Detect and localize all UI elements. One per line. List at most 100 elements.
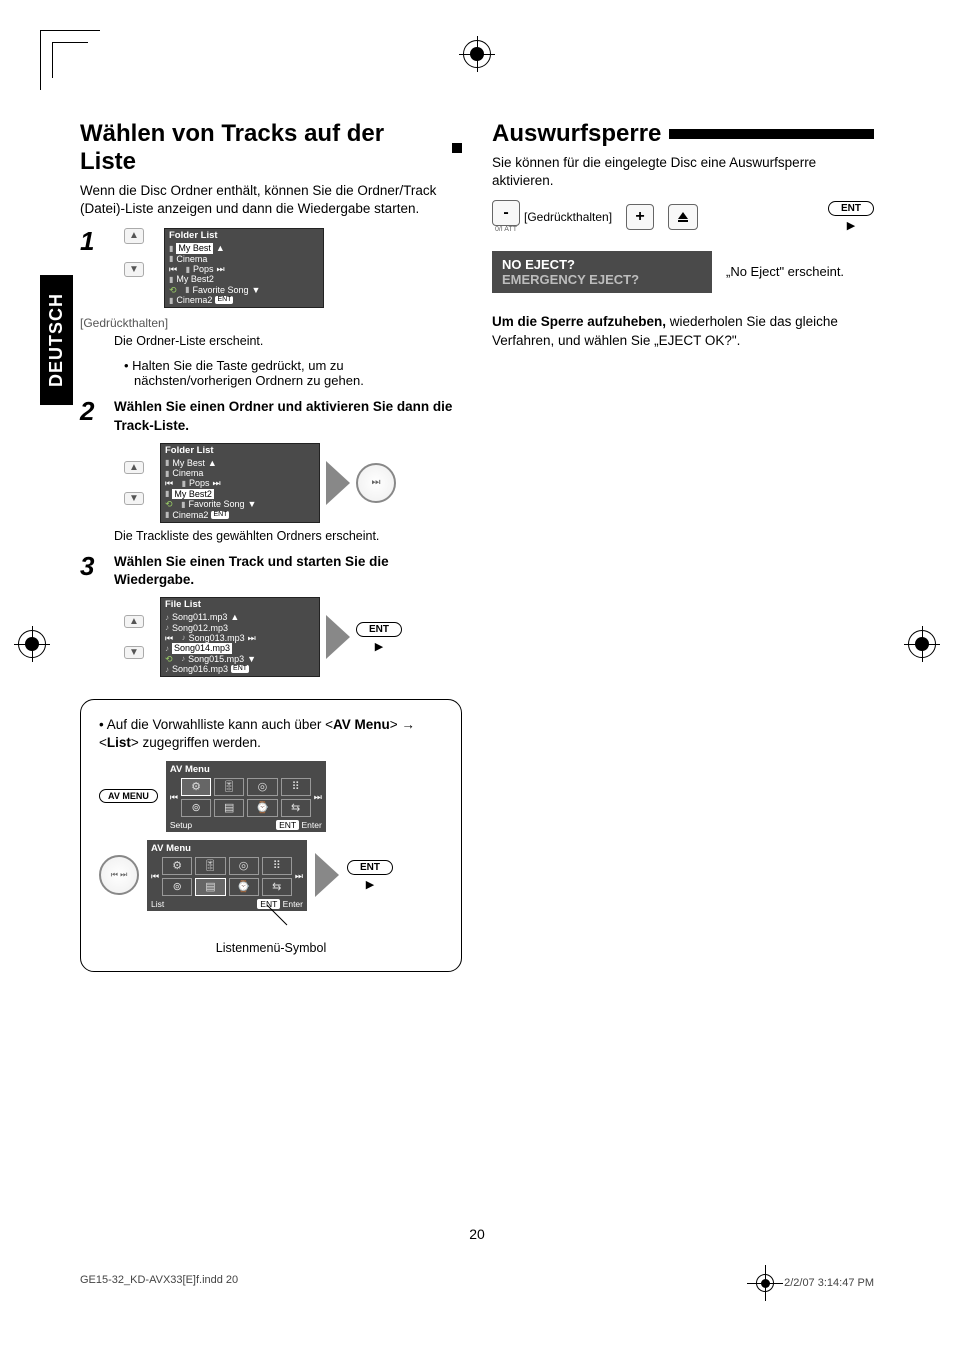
minus-button[interactable]: - 0/I ATT [492,200,520,233]
folder-item: My Best [172,458,205,468]
step1-bullet: • Halten Sie die Taste gedrückt, um zu n… [124,358,462,388]
av-cell: 🎚 [214,778,244,796]
eject-controls: - 0/I ATT [Gedrückthalten] + ENT ▶ [492,200,874,233]
file-item: Song013.mp3 [189,633,245,643]
av-menu-row-2: ⏮ ⏭ AV Menu ⏮ ⚙ 🎚 ◎ ⠿ ⊚ ▤ [99,840,443,911]
step2-caption: Die Trackliste des gewählten Ordners ers… [114,529,462,543]
minus-sublabel: 0/I ATT [492,226,520,233]
step-3-text: Wählen Sie einen Track und starten Sie d… [114,553,462,589]
av-foot-label: List [151,899,164,909]
folder-item: Cinema [176,254,207,264]
box-bullet: • Auf die Vorwahlliste kann auch über <A… [99,716,443,752]
listmenu-caption: Listenmenü-Symbol [99,941,443,955]
left-column: Wählen von Tracks auf der Liste Wenn die… [80,120,462,972]
right-intro: Sie können für die eingelegte Disc eine … [492,154,874,190]
step-2-num: 2 [80,398,106,424]
av-enter-label: Enter [302,820,322,830]
play-icon: ▶ [375,640,383,653]
file-item: Song012.mp3 [172,623,228,633]
left-intro: Wenn die Disc Ordner enthält, können Sie… [80,182,462,218]
av-menu-row-1: AV MENU AV Menu ⏮ ⚙ 🎚 ◎ ⠿ ⊚ ▤ [99,761,443,832]
up-arrow-icon[interactable]: ▲ [124,461,144,474]
av-cell: ⌚ [229,878,259,896]
folder-list-screen-1: Folder List ▮My Best▲ ▮Cinema ⏮ ▮Pops⏭ ▮… [164,228,324,308]
arrow-right-icon [326,461,350,505]
av-screen-setup: AV Menu ⏮ ⚙ 🎚 ◎ ⠿ ⊚ ▤ ⌚ ⇆ [166,761,326,832]
right-title: Auswurfsperre [492,120,874,148]
play-icon: ▶ [366,878,374,891]
unlock-text: Um die Sperre aufzuheben, wiederholen Si… [492,313,874,349]
status-box: NO EJECT? EMERGENCY EJECT? [492,251,712,293]
step-2-text: Wählen Sie einen Ordner und aktivieren S… [114,398,462,434]
callout-line [267,905,297,929]
updown-control[interactable]: ▲ ▼ [114,228,154,277]
left-title: Wählen von Tracks auf der Liste [80,120,462,176]
eject-icon [678,212,688,219]
step2-controls: ▲ ▼ Folder List ▮My Best▲ ▮Cinema ⏮ ▮Pop… [114,443,462,523]
status-note: „No Eject" erscheint. [726,264,844,279]
av-cell: ⠿ [262,857,292,875]
av-cell: 🎚 [195,857,225,875]
folder-list-header: Folder List [169,231,319,242]
av-menu-button[interactable]: AV MENU [99,789,158,803]
registration-mark-icon [756,1274,774,1292]
up-arrow-icon[interactable]: ▲ [124,228,144,244]
step-3-num: 3 [80,553,106,579]
jog-dial[interactable]: ⏮ ⏭ [99,855,139,895]
av-cell: ⚙ [162,857,192,875]
ent-button[interactable]: ENT [828,201,874,216]
folder-item: Cinema [172,468,203,478]
page-number: 20 [469,1226,485,1242]
av-screen-list: AV Menu ⏮ ⚙ 🎚 ◎ ⠿ ⊚ ▤ ⌚ ⇆ [147,840,307,911]
arrow-right-icon [315,853,339,897]
folder-list-header: Folder List [165,446,315,457]
av-cell: ⊚ [181,799,211,817]
av-menu-header: AV Menu [170,764,322,775]
ent-button[interactable]: ENT [356,622,402,637]
file-item: Song016.mp3 [172,664,228,674]
status-line-2: EMERGENCY EJECT? [502,272,702,287]
down-arrow-icon[interactable]: ▼ [124,262,144,278]
folder-item: Favorite Song [192,285,248,295]
eject-button[interactable] [668,204,698,230]
jog-dial[interactable]: ⏭ [356,463,396,503]
file-list-header: File List [165,600,315,611]
play-icon: ▶ [847,219,855,232]
av-cell: ◎ [247,778,277,796]
plus-button[interactable]: + [626,204,654,230]
av-cell: ⊚ [162,878,192,896]
language-tab: DEUTSCH [40,275,73,405]
title-bar [669,129,874,139]
file-list-screen: File List ♪Song011.mp3▲ ♪Song012.mp3 ⏮ ♪… [160,597,320,677]
footer: GE15-32_KD-AVX33[E]f.indd 20 2/2/07 3:14… [80,1274,874,1292]
arrow-right-icon [326,615,350,659]
av-cell: ⇆ [262,878,292,896]
down-arrow-icon[interactable]: ▼ [124,492,144,505]
step1-caption: Die Ordner-Liste erscheint. [114,334,462,348]
down-arrow-icon[interactable]: ▼ [124,646,144,659]
file-item: Song011.mp3 [172,612,227,622]
av-cell: ⌚ [247,799,277,817]
av-menu-header: AV Menu [151,843,303,854]
folder-list-screen-2: Folder List ▮My Best▲ ▮Cinema ⏮ ▮Pops⏭ ▮… [160,443,320,523]
eject-icon-bar [678,220,688,222]
ent-button[interactable]: ENT [347,860,393,875]
up-arrow-icon[interactable]: ▲ [124,615,144,628]
hold-label: [Gedrückthalten] [524,210,612,224]
folder-item: Pops [193,264,214,274]
av-cell-list: ▤ [195,878,225,896]
step-1-num: 1 [80,228,106,254]
folder-item: Cinema2 [176,295,212,305]
step3-controls: ▲ ▼ File List ♪Song011.mp3▲ ♪Song012.mp3… [114,597,462,677]
folder-item: Favorite Song [188,499,244,509]
file-item: Song014.mp3 [172,643,232,653]
title-bar [452,143,462,153]
step-1: 1 ▲ ▼ Folder List ▮My Best▲ ▮Cinema ⏮ ▮P… [80,228,462,308]
updown-control[interactable]: ▲ ▼ [114,615,154,659]
right-title-text: Auswurfsperre [492,120,661,148]
folder-item: My Best2 [176,274,214,284]
updown-control[interactable]: ▲ ▼ [114,461,154,505]
step-3: 3 Wählen Sie einen Track und starten Sie… [80,553,462,589]
av-foot-label: Setup [170,820,192,830]
folder-item: Pops [189,478,210,488]
